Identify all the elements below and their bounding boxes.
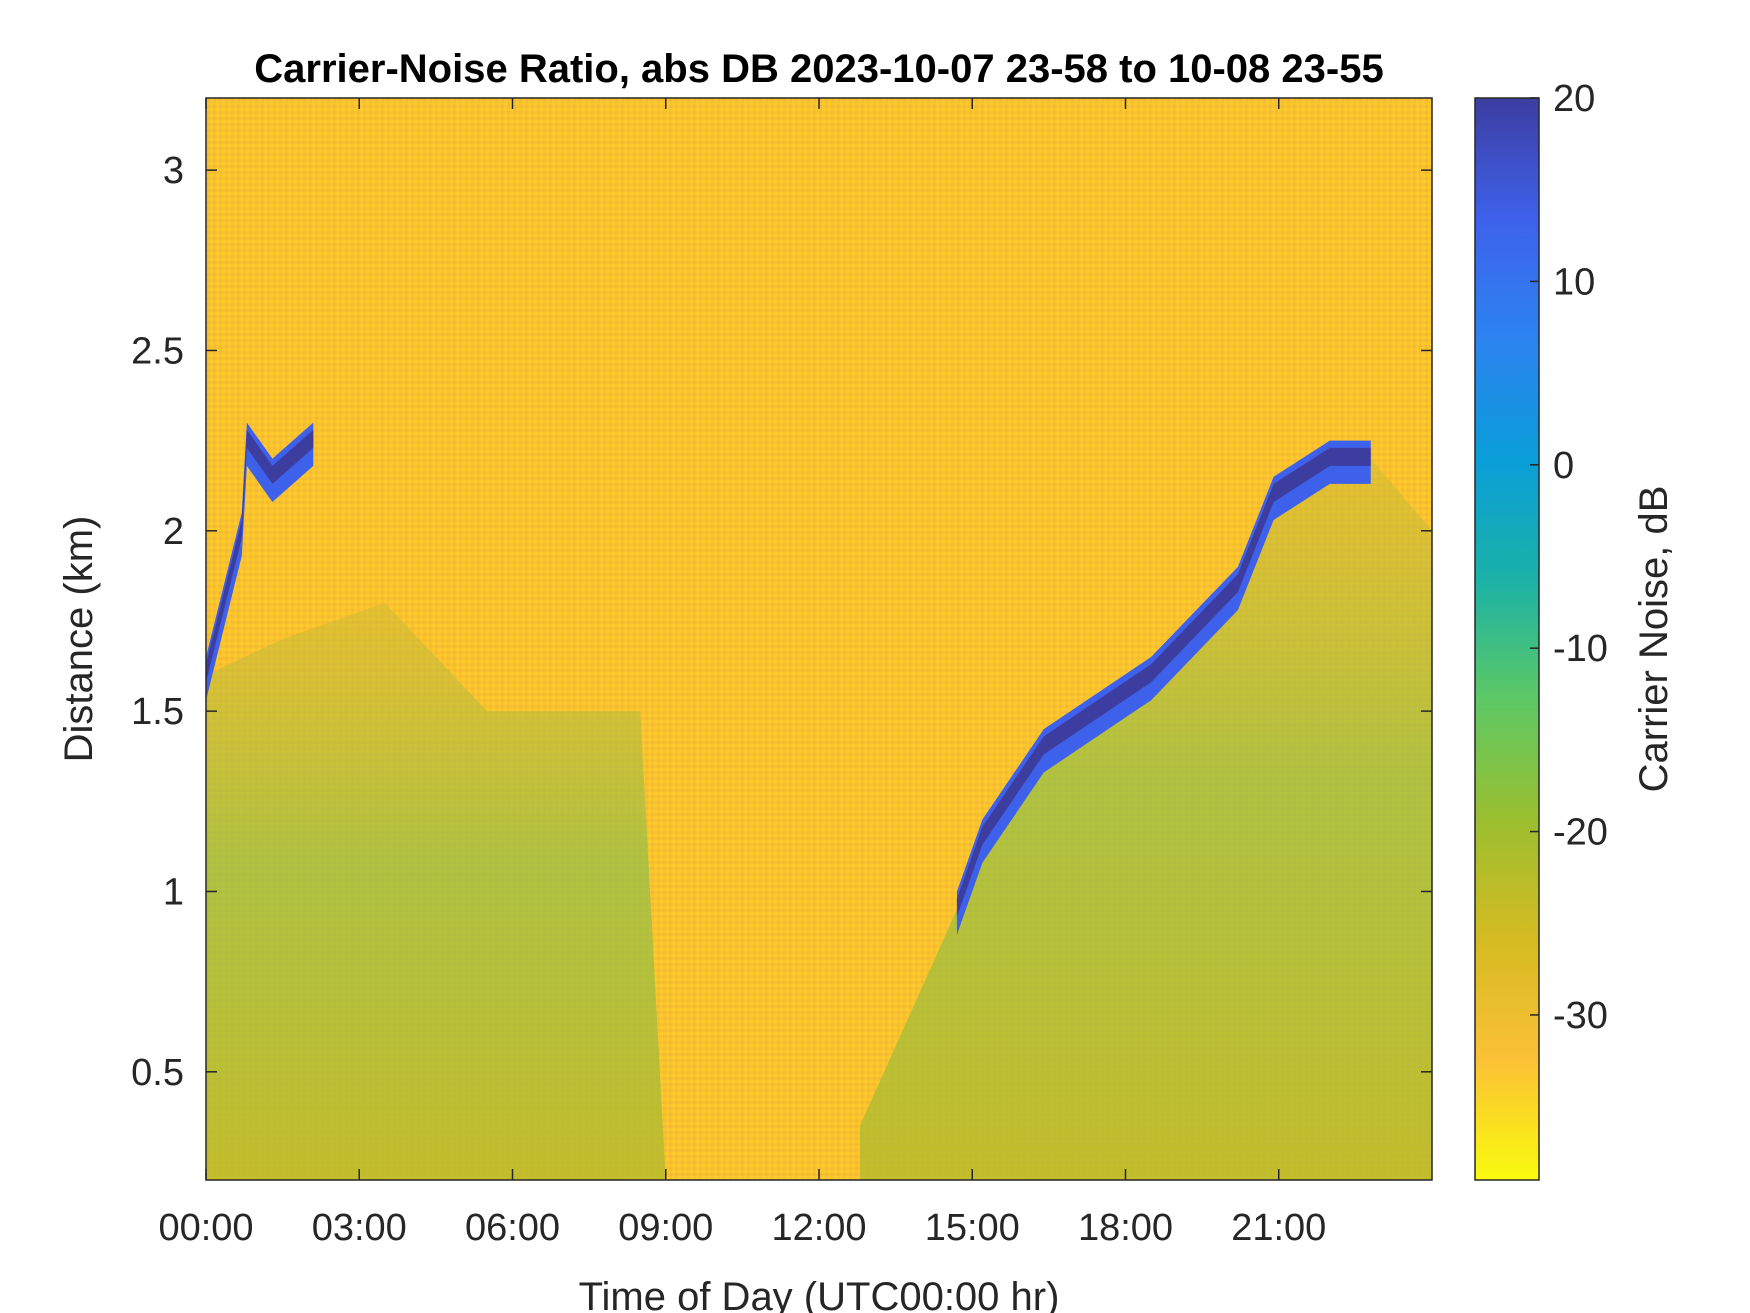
plot-area xyxy=(205,97,1433,1181)
x-tick-label: 18:00 xyxy=(1078,1207,1173,1249)
colorbar: 20 10 0 -10 -20 -30 Carrier Noise, dB xyxy=(1474,78,1676,1181)
colorbar-tick-label: -10 xyxy=(1553,628,1608,670)
x-tick-label: 00:00 xyxy=(158,1207,253,1249)
heatmap-cell-region xyxy=(859,458,1432,1180)
colorbar-tick-label: 10 xyxy=(1553,261,1595,303)
y-tick-label: 1.5 xyxy=(131,691,184,733)
heatmap-layers xyxy=(206,422,1432,1180)
x-tick-label: 09:00 xyxy=(618,1207,713,1249)
x-axis: 00:00 03:00 06:00 09:00 12:00 15:00 18:00 21:00 xyxy=(158,98,1326,1249)
heatmap-cell-region xyxy=(206,602,666,1180)
colorbar-tick-label: 20 xyxy=(1553,78,1595,120)
x-tick-label: 12:00 xyxy=(771,1207,866,1249)
colorbar-tick-label: -20 xyxy=(1553,812,1608,854)
y-axis-label: Distance (km) xyxy=(57,516,101,763)
colorbar-ticks: 20 10 0 -10 -20 -30 xyxy=(1530,78,1608,1037)
colorbar-tick-label: -30 xyxy=(1553,995,1608,1037)
y-tick-label: 2 xyxy=(163,511,184,553)
heatmap-peak-band xyxy=(206,429,314,683)
colorbar-gradient xyxy=(1474,97,1540,1181)
x-tick-label: 15:00 xyxy=(925,1207,1020,1249)
chart-title: Carrier-Noise Ratio, abs DB 2023-10-07 2… xyxy=(254,47,1383,91)
y-tick-label: 0.5 xyxy=(131,1052,184,1094)
x-tick-label: 06:00 xyxy=(465,1207,560,1249)
colorbar-label: Carrier Noise, dB xyxy=(1632,486,1676,793)
x-tick-label: 03:00 xyxy=(312,1207,407,1249)
y-axis: 0.5 1 1.5 2 2.5 3 xyxy=(131,150,1432,1094)
y-tick-label: 2.5 xyxy=(131,330,184,372)
x-axis-label: Time of Day (UTC00:00 hr) xyxy=(579,1275,1060,1313)
y-tick-label: 1 xyxy=(163,871,184,913)
y-tick-label: 3 xyxy=(163,150,184,192)
colorbar-tick-label: 0 xyxy=(1553,445,1574,487)
x-tick-label: 21:00 xyxy=(1231,1207,1326,1249)
